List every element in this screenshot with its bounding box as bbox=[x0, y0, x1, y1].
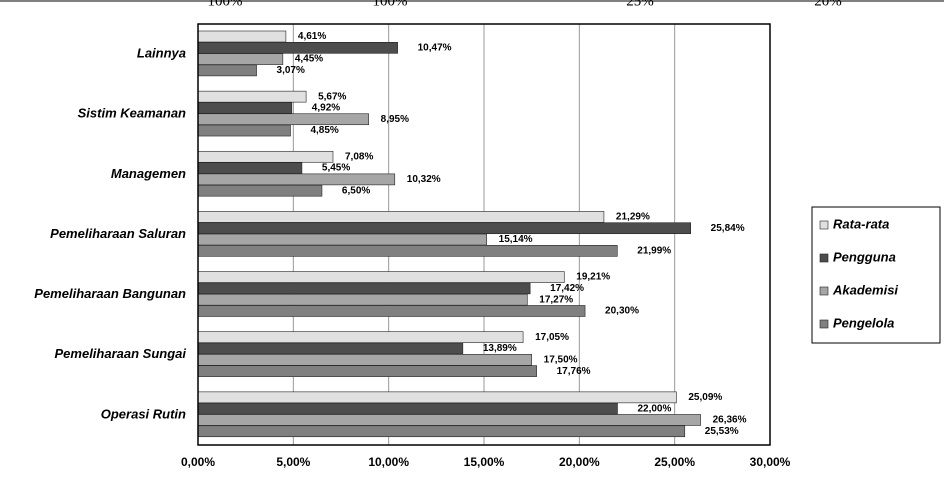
data-label: 15,14% bbox=[499, 234, 533, 245]
bar bbox=[197, 354, 532, 366]
legend-label: Pengelola bbox=[833, 315, 894, 330]
data-label: 4,45% bbox=[295, 54, 323, 65]
bar bbox=[197, 331, 524, 344]
bar bbox=[197, 124, 291, 137]
legend-label: Rata-rata bbox=[833, 216, 889, 231]
bar bbox=[197, 425, 686, 438]
y-tick-label: Pemeliharaan Bangunan bbox=[34, 286, 186, 301]
bar bbox=[197, 282, 531, 295]
data-label: 3,07% bbox=[277, 65, 305, 76]
y-tick-label: Sistim Keamanan bbox=[78, 106, 186, 121]
y-tick-label: Lainnya bbox=[137, 46, 186, 61]
data-label: 13,89% bbox=[483, 343, 517, 354]
legend-label: Akademisi bbox=[832, 282, 898, 297]
bar bbox=[197, 150, 334, 163]
bar bbox=[197, 162, 303, 174]
bar bbox=[197, 53, 284, 65]
bar bbox=[197, 211, 605, 223]
data-label: 6,50% bbox=[342, 185, 370, 196]
bar bbox=[197, 245, 618, 257]
data-label: 25,09% bbox=[688, 392, 722, 403]
bar bbox=[197, 365, 537, 377]
bar bbox=[197, 30, 287, 43]
data-label: 5,67% bbox=[318, 91, 346, 102]
data-label: 17,27% bbox=[539, 294, 573, 305]
bar bbox=[197, 342, 464, 355]
bar bbox=[197, 113, 369, 126]
bar bbox=[197, 414, 701, 426]
legend-swatch bbox=[819, 286, 829, 296]
x-tick-label: 25,00% bbox=[654, 455, 695, 469]
data-label: 8,95% bbox=[381, 114, 409, 125]
bar bbox=[197, 391, 677, 404]
data-label: 26,36% bbox=[713, 415, 747, 426]
legend-label: Pengguna bbox=[833, 249, 896, 264]
data-label: 4,61% bbox=[298, 31, 326, 42]
data-label: 7,08% bbox=[345, 151, 373, 162]
data-label: 17,42% bbox=[550, 283, 584, 294]
plot-border bbox=[197, 23, 771, 446]
data-label: 25,84% bbox=[711, 223, 745, 234]
data-label: 5,45% bbox=[322, 163, 350, 174]
legend-swatch bbox=[819, 253, 829, 263]
x-tick-label: 0,00% bbox=[181, 455, 215, 469]
bar bbox=[197, 64, 257, 77]
bar bbox=[197, 305, 586, 317]
y-tick-label: Managemen bbox=[111, 166, 186, 181]
data-label: 4,85% bbox=[310, 125, 338, 136]
bar bbox=[197, 90, 307, 103]
data-label: 20,30% bbox=[605, 306, 639, 317]
bar bbox=[197, 173, 396, 186]
data-label: 21,29% bbox=[616, 212, 650, 223]
x-tick-label: 10,00% bbox=[368, 455, 409, 469]
data-label: 10,32% bbox=[407, 174, 441, 185]
data-label: 21,99% bbox=[637, 245, 671, 256]
bar bbox=[197, 102, 293, 114]
legend-swatch bbox=[819, 319, 829, 329]
x-tick-label: 30,00% bbox=[750, 455, 791, 469]
table-cell: 100% bbox=[373, 0, 408, 9]
legend-swatch bbox=[819, 220, 829, 230]
x-tick-label: 15,00% bbox=[464, 455, 505, 469]
y-tick-label: Operasi Rutin bbox=[101, 406, 186, 421]
bar bbox=[197, 41, 398, 54]
data-label: 17,76% bbox=[557, 366, 591, 377]
data-label: 19,21% bbox=[576, 272, 610, 283]
data-label: 10,47% bbox=[418, 42, 452, 53]
x-tick-label: 20,00% bbox=[559, 455, 600, 469]
bar bbox=[197, 402, 618, 415]
bar bbox=[197, 293, 528, 306]
data-label: 25,53% bbox=[705, 426, 739, 437]
legend-box bbox=[811, 206, 941, 344]
bar bbox=[197, 233, 487, 246]
bar bbox=[197, 222, 691, 235]
data-label: 22,00% bbox=[637, 403, 671, 414]
table-cell: 100% bbox=[208, 0, 243, 9]
y-tick-label: Pemeliharaan Sungai bbox=[55, 346, 187, 361]
table-cell: 25% bbox=[626, 0, 654, 9]
bar bbox=[197, 271, 565, 283]
bar bbox=[197, 184, 323, 197]
data-label: 17,50% bbox=[544, 354, 578, 365]
x-tick-label: 5,00% bbox=[276, 455, 310, 469]
data-label: 17,05% bbox=[535, 332, 569, 343]
table-cell: 20% bbox=[814, 0, 842, 9]
y-tick-label: Pemeliharaan Saluran bbox=[50, 226, 186, 241]
data-label: 4,92% bbox=[312, 103, 340, 114]
